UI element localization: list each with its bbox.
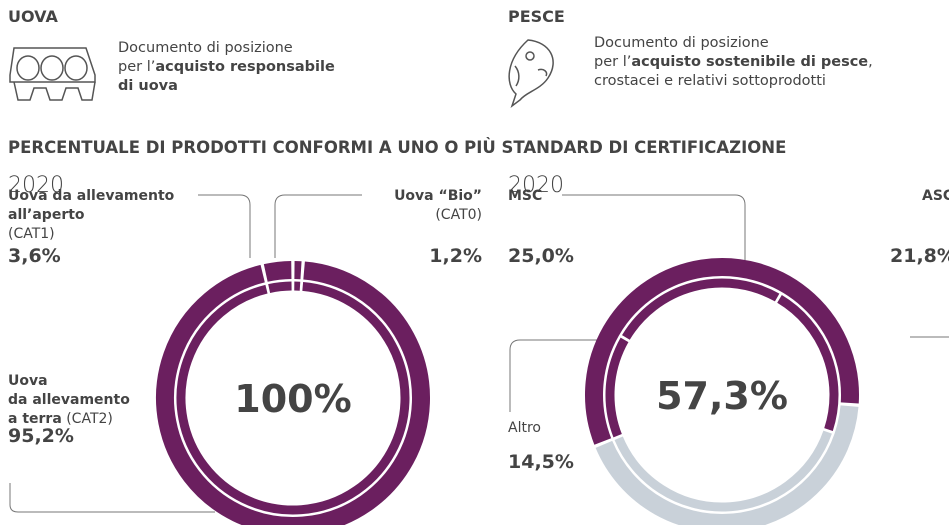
donut-segment	[156, 261, 430, 525]
doc-line: Documento di posizione	[594, 35, 769, 51]
doc-line-part: acquisto sostenibile di pesce	[631, 54, 868, 70]
doc-line-part: acquisto responsabile	[155, 59, 335, 75]
donut-segment	[605, 337, 629, 438]
segment-label-part: ASC	[922, 188, 949, 204]
section-left-title: UOVA	[8, 7, 58, 26]
section-right-title: PESCE	[508, 7, 565, 26]
doc-line: crostacei e relativi sottoprodotti	[594, 73, 826, 89]
segment-label-part: Altro	[508, 420, 541, 436]
doc-line-part: ,	[868, 54, 873, 70]
segment-label: Uova “Bio”	[394, 188, 482, 204]
remainder-arc	[614, 430, 832, 512]
doc-line: Documento di posizione	[118, 40, 293, 56]
doc-line: per l’acquisto responsabile	[118, 59, 335, 75]
segment-label: Uova	[8, 373, 48, 389]
value-label: 3,6%	[8, 245, 61, 267]
value-label: 25,0%	[508, 245, 574, 267]
doc-line-part: per l’	[594, 54, 631, 70]
segment-label: a terra (CAT2)	[8, 411, 113, 427]
leader-lines	[9, 194, 949, 513]
value-label: 21,8%	[890, 245, 949, 267]
chart-year: 2020	[8, 173, 64, 198]
segment-label-part: MSC	[508, 188, 542, 204]
segment-label: da allevamento	[8, 392, 130, 408]
segment-label: Altro	[508, 420, 541, 436]
segment-label-part: Uova “Bio”	[394, 188, 482, 204]
doc-line: per l’acquisto sostenibile di pesce,	[594, 54, 873, 70]
segment-label: (CAT1)	[8, 226, 55, 242]
segment-label: all’aperto	[8, 207, 85, 223]
doc-line-part: di uova	[118, 78, 178, 94]
doc-line-part: Documento di posizione	[594, 35, 769, 51]
segment-label: Uova da allevamento	[8, 188, 175, 204]
doc-line-part: crostacei e relativi sottoprodotti	[594, 73, 826, 89]
center-label: 100%	[234, 377, 351, 421]
donut-segment	[777, 295, 839, 431]
doc-line-part: per l’	[118, 59, 155, 75]
segment-label-part: (CAT0)	[435, 207, 482, 223]
segment-label-part: da allevamento	[8, 392, 130, 408]
value-label: 14,5%	[508, 451, 574, 473]
segment-label-part: (CAT1)	[8, 226, 55, 242]
donut-segment	[268, 281, 292, 293]
section-title: PERCENTUALE DI PRODOTTI CONFORMI A UNO O…	[8, 138, 786, 157]
value-label: 95,2%	[8, 425, 74, 447]
segment-label-part: Uova	[8, 373, 48, 389]
segment-label-part: (CAT2)	[62, 411, 113, 427]
segment-label: ASC	[922, 188, 949, 204]
center-label: 57,3%	[656, 374, 788, 418]
donut-segment	[622, 278, 780, 340]
value-label: 1,2%	[429, 245, 482, 267]
fish-icon	[508, 39, 554, 109]
segment-label: MSC	[508, 188, 542, 204]
segment-label: (CAT0)	[435, 207, 482, 223]
doc-line: di uova	[118, 78, 178, 94]
remainder-arc	[595, 405, 859, 525]
segment-label-part: all’aperto	[8, 207, 85, 223]
doc-line-part: Documento di posizione	[118, 40, 293, 56]
donut-segment	[263, 261, 292, 282]
chart-year: 2020	[508, 173, 564, 198]
egg-carton-icon	[9, 47, 96, 101]
segment-label-part: a terra	[8, 411, 62, 427]
total-arc	[585, 258, 859, 445]
segment-label-part: Uova da allevamento	[8, 188, 175, 204]
donut-segment	[176, 281, 410, 515]
